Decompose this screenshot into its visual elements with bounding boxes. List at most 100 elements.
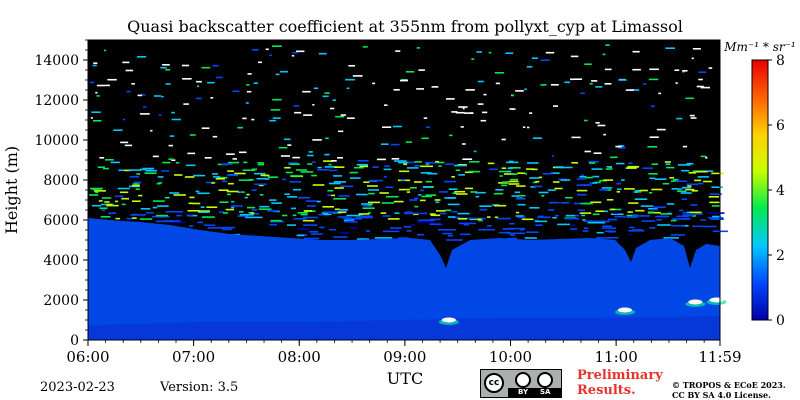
speckle (653, 206, 666, 208)
speckle (511, 94, 514, 96)
speckle (187, 152, 196, 155)
speckle (708, 67, 713, 69)
speckle (702, 170, 714, 172)
speckle (579, 184, 592, 186)
speckle (152, 155, 159, 158)
speckle (571, 136, 581, 139)
speckle (438, 165, 442, 167)
speckle (303, 114, 313, 116)
speckle (482, 111, 488, 114)
speckle (595, 237, 609, 239)
speckle (346, 117, 355, 119)
speckle (509, 167, 521, 169)
speckle (515, 215, 524, 217)
speckle (604, 83, 612, 85)
speckle (290, 175, 303, 177)
speckle (334, 208, 340, 211)
feature-core (688, 299, 703, 305)
speckle (609, 208, 622, 211)
speckle (547, 189, 556, 191)
speckle (162, 161, 171, 164)
speckle (386, 195, 399, 198)
speckle (501, 184, 508, 187)
speckle (366, 230, 371, 232)
speckle (616, 162, 625, 165)
speckle (234, 172, 246, 175)
speckle (436, 210, 446, 212)
speckle (151, 215, 170, 218)
speckle (132, 217, 137, 219)
speckle (535, 220, 548, 223)
speckle (678, 164, 691, 166)
speckle (374, 237, 393, 239)
speckle (508, 180, 519, 183)
speckle (418, 69, 425, 71)
speckle (658, 92, 661, 95)
speckle (247, 206, 256, 209)
speckle (376, 158, 386, 161)
speckle (616, 191, 621, 193)
speckle (617, 188, 622, 191)
speckle (115, 200, 119, 203)
speckle (142, 167, 155, 170)
speckle (537, 216, 551, 219)
speckle (664, 161, 671, 163)
speckle (712, 215, 722, 218)
speckle (677, 190, 687, 193)
speckle (700, 155, 707, 158)
speckle (589, 82, 593, 85)
speckle (462, 158, 473, 160)
speckle (97, 166, 105, 168)
speckle (702, 225, 717, 228)
speckle (226, 153, 235, 155)
speckle (113, 129, 123, 131)
speckle (92, 64, 97, 67)
speckle (403, 163, 408, 166)
speckle (677, 188, 682, 191)
speckle (307, 163, 313, 165)
speckle (647, 211, 655, 213)
speckle (257, 162, 264, 164)
speckle (697, 182, 704, 185)
speckle (477, 80, 484, 83)
speckle (596, 231, 604, 234)
speckle (165, 83, 171, 85)
speckle (323, 212, 328, 215)
speckle (257, 163, 265, 166)
speckle (444, 209, 452, 212)
x-tick-label: 11:00 (595, 348, 638, 366)
speckle (649, 227, 656, 229)
x-axis: 06:00 07:00 08:00 09:00 10:00 11:00 11:59 (66, 340, 742, 366)
speckle (323, 160, 334, 162)
speckle (579, 176, 587, 178)
speckle (516, 185, 526, 187)
speckle (494, 216, 499, 219)
speckle (430, 218, 441, 221)
badge-strip: BY SA (508, 388, 561, 397)
speckle (171, 221, 186, 223)
speckle (672, 218, 691, 220)
speckle (119, 191, 129, 194)
speckle (312, 104, 315, 106)
speckle (583, 220, 593, 222)
speckle (587, 221, 605, 224)
speckle (382, 215, 391, 217)
speckle (361, 203, 373, 205)
speckle (293, 188, 302, 191)
speckle (447, 234, 454, 237)
speckle (384, 104, 388, 106)
speckle (346, 87, 350, 90)
speckle (196, 80, 202, 83)
speckle (570, 228, 577, 230)
speckle (571, 214, 580, 217)
speckle (707, 212, 725, 214)
speckle (687, 185, 692, 187)
speckle (269, 199, 277, 201)
speckle (426, 172, 438, 175)
speckle (480, 119, 487, 122)
speckle (545, 51, 555, 54)
speckle (540, 59, 550, 61)
speckle (681, 217, 691, 220)
speckle (332, 99, 336, 101)
speckle (126, 90, 131, 93)
